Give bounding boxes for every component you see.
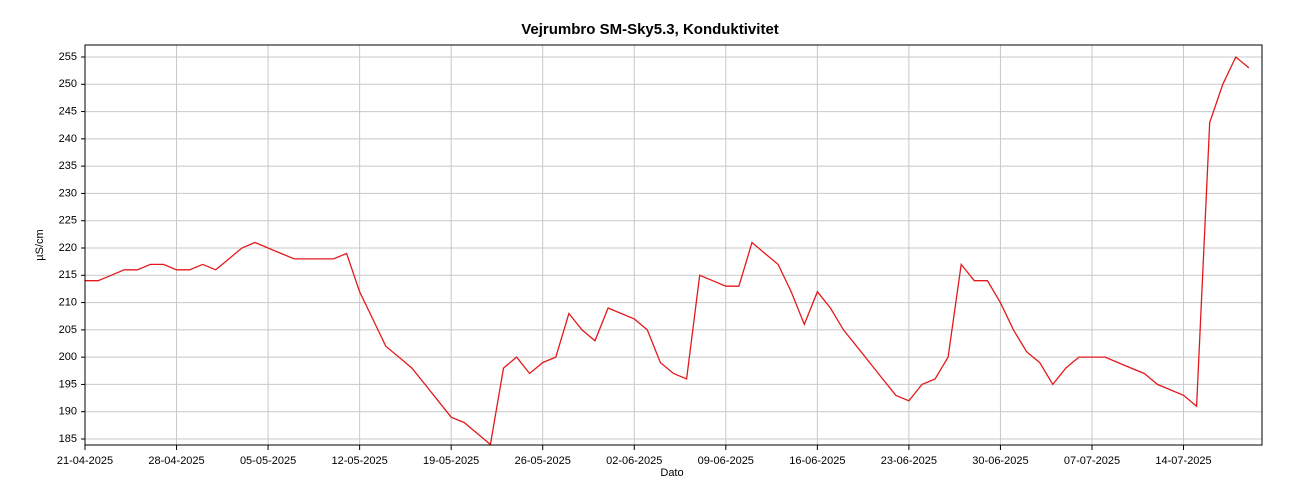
x-tick-label: 14-07-2025 — [1155, 455, 1211, 467]
y-tick-label: 190 — [59, 406, 77, 418]
y-tick-label: 210 — [59, 296, 77, 308]
y-tick-label: 255 — [59, 51, 77, 63]
y-tick-label: 200 — [59, 351, 77, 363]
y-tick-label: 185 — [59, 433, 77, 445]
x-tick-label: 09-06-2025 — [698, 455, 754, 467]
data-line — [85, 55, 1250, 446]
x-tick-label: 19-05-2025 — [423, 455, 479, 467]
x-tick-label: 26-05-2025 — [515, 455, 571, 467]
x-tick-label: 30-06-2025 — [972, 455, 1028, 467]
y-axis-label: µS/cm — [34, 229, 46, 260]
y-tick-label: 250 — [59, 78, 77, 90]
plot-frame — [84, 44, 1263, 446]
y-tick-label: 230 — [59, 187, 77, 199]
chart-title: Vejrumbro SM-Sky5.3, Konduktivitet — [521, 21, 779, 38]
x-tick-label: 23-06-2025 — [881, 455, 937, 467]
y-tick-label: 215 — [59, 269, 77, 281]
y-tick-label: 220 — [59, 242, 77, 254]
x-tick-label: 16-06-2025 — [789, 455, 845, 467]
x-tick-label: 12-05-2025 — [331, 455, 387, 467]
x-axis-label: Dato — [660, 467, 683, 479]
y-tick-label: 235 — [59, 160, 77, 172]
y-tick-label: 225 — [59, 215, 77, 227]
x-tick-label: 28-04-2025 — [148, 455, 204, 467]
x-tick-label: 07-07-2025 — [1064, 455, 1120, 467]
y-tick-label: 245 — [59, 105, 77, 117]
x-tick-label: 21-04-2025 — [57, 455, 113, 467]
x-tick-label: 02-06-2025 — [606, 455, 662, 467]
y-tick-label: 195 — [59, 378, 77, 390]
y-tick-label: 205 — [59, 324, 77, 336]
y-tick-label: 240 — [59, 133, 77, 145]
x-tick-label: 05-05-2025 — [240, 455, 296, 467]
